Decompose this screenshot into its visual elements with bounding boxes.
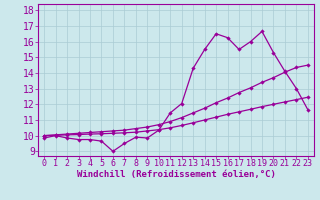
X-axis label: Windchill (Refroidissement éolien,°C): Windchill (Refroidissement éolien,°C)	[76, 170, 276, 179]
